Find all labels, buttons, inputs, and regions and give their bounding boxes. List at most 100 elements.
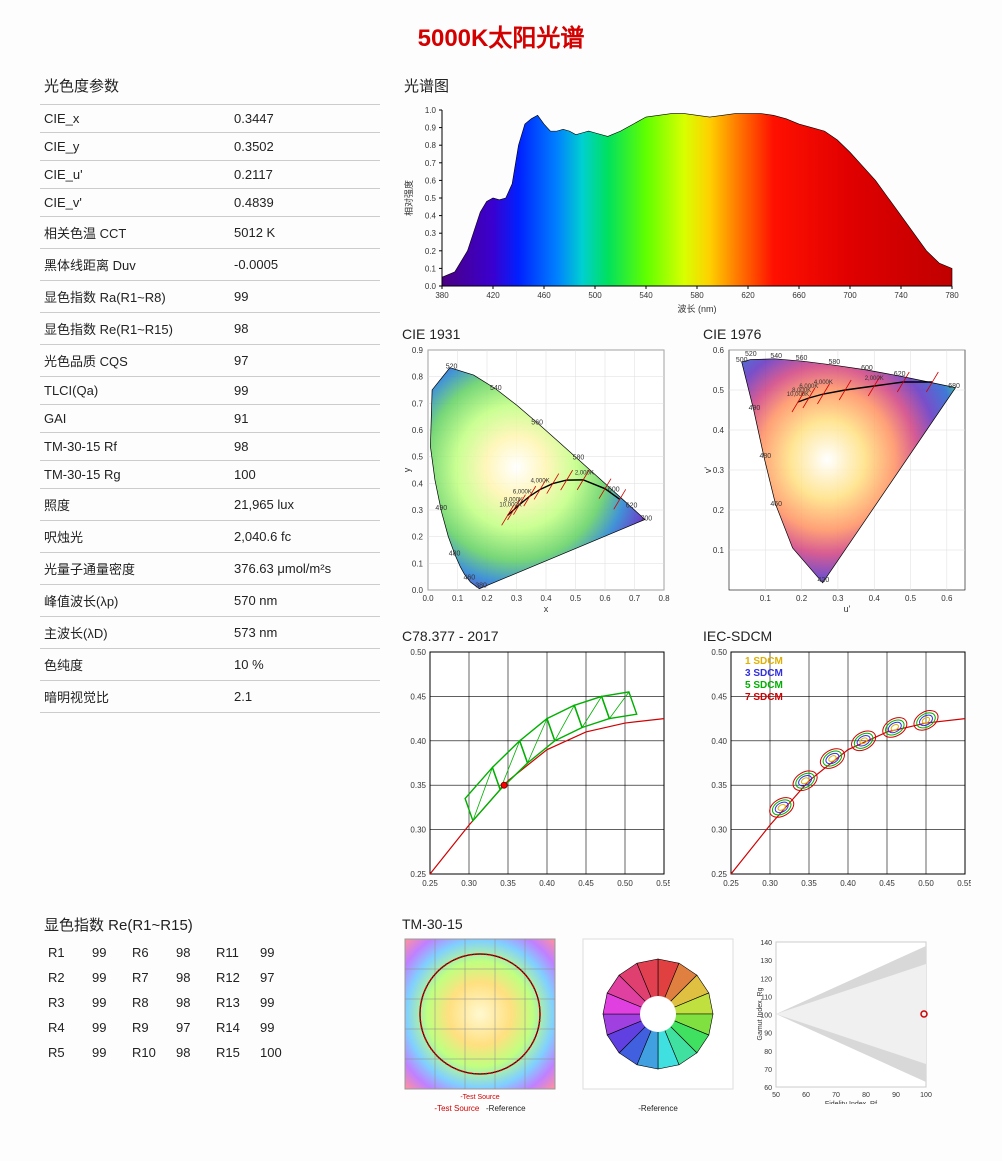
svg-text:490: 490 [749,405,761,412]
svg-text:10,000K: 10,000K [499,503,521,509]
svg-text:680: 680 [948,383,960,390]
svg-text:460: 460 [537,291,551,300]
re-cell: 97 [176,1020,212,1035]
iec-chart: 0.250.300.350.400.450.500.550.250.300.35… [701,646,982,896]
svg-text:0.0: 0.0 [412,586,424,595]
svg-text:600: 600 [861,365,873,372]
re-cell: 98 [176,970,212,985]
svg-text:700: 700 [843,291,857,300]
svg-text:0.4: 0.4 [425,212,437,221]
tm30-hue-chart: -Reference [578,934,738,1113]
svg-text:520: 520 [745,351,757,358]
spectrum-chart: 0.00.10.20.30.40.50.60.70.80.91.03804204… [400,104,982,314]
svg-text:0.50: 0.50 [617,879,633,888]
svg-text:0.40: 0.40 [840,879,856,888]
svg-text:0.1: 0.1 [425,264,437,273]
svg-text:0.5: 0.5 [425,194,437,203]
iec-title: IEC-SDCM [703,628,982,644]
svg-text:0.9: 0.9 [425,124,437,133]
re-cell: 100 [260,1045,300,1060]
re-cell: R11 [216,945,256,960]
table-row: TLCI(Qa)99 [40,377,380,405]
svg-text:100: 100 [920,1092,932,1099]
svg-text:740: 740 [894,291,908,300]
c78-title: C78.377 - 2017 [402,628,681,644]
svg-text:相对强度: 相对强度 [403,180,414,216]
svg-text:0.50: 0.50 [918,879,934,888]
svg-text:700: 700 [640,516,652,523]
re-cell: R3 [48,995,88,1010]
svg-text:0.55: 0.55 [656,879,670,888]
cie1976-title: CIE 1976 [703,326,982,342]
svg-text:Gamut Index, Rg: Gamut Index, Rg [757,987,764,1040]
table-row: 色纯度10 % [40,649,380,681]
svg-text:1.0: 1.0 [425,106,437,115]
svg-text:0.2: 0.2 [713,506,725,515]
svg-text:560: 560 [796,355,808,362]
svg-text:y: y [402,467,412,472]
tm30-title: TM-30-15 [402,916,992,932]
svg-text:6,000K: 6,000K [513,489,532,495]
svg-text:0.7: 0.7 [412,399,424,408]
cie1931-title: CIE 1931 [402,326,681,342]
svg-text:620: 620 [741,291,755,300]
svg-text:540: 540 [490,385,502,392]
re-cell: R9 [132,1020,172,1035]
svg-text:420: 420 [486,291,500,300]
svg-text:2,000K: 2,000K [575,471,594,477]
re-cell: R2 [48,970,88,985]
table-row: CIE_v'0.4839 [40,189,380,217]
svg-text:5 SDCM: 5 SDCM [745,680,783,691]
svg-text:380: 380 [475,582,487,589]
svg-text:540: 540 [770,353,782,360]
svg-text:0.7: 0.7 [425,159,437,168]
svg-text:0.5: 0.5 [412,453,424,462]
svg-text:0.30: 0.30 [410,826,426,835]
svg-text:80: 80 [862,1092,870,1099]
svg-text:0.35: 0.35 [500,879,516,888]
re-cell: R1 [48,945,88,960]
svg-text:-Test Source: -Test Source [460,1094,499,1101]
table-row: 呎烛光2,040.6 fc [40,521,380,553]
svg-text:0.6: 0.6 [599,594,611,603]
table-row: CIE_y0.3502 [40,133,380,161]
svg-text:0.25: 0.25 [723,879,739,888]
spectrum-title: 光谱图 [404,75,982,96]
re-cell: R12 [216,970,256,985]
re-cell: R10 [132,1045,172,1060]
svg-text:420: 420 [818,577,830,584]
svg-text:0.30: 0.30 [461,879,477,888]
re-cell: R14 [216,1020,256,1035]
svg-text:0.5: 0.5 [713,386,725,395]
svg-text:0.3: 0.3 [425,229,437,238]
re-cell: R15 [216,1045,256,1060]
table-row: 暗明视觉比2.1 [40,681,380,713]
svg-text:0.8: 0.8 [658,594,670,603]
re-cell: 98 [176,945,212,960]
re-grid: R199R698R1199R299R798R1297R399R898R1399R… [40,945,390,1060]
re-cell: 99 [92,1020,128,1035]
re-cell: 99 [92,970,128,985]
re-cell: R4 [48,1020,88,1035]
svg-text:660: 660 [792,291,806,300]
svg-text:0.25: 0.25 [422,879,438,888]
svg-text:0.1: 0.1 [713,546,725,555]
re-cell: 98 [176,995,212,1010]
svg-text:3 SDCM: 3 SDCM [745,668,783,679]
svg-text:540: 540 [639,291,653,300]
svg-text:0.45: 0.45 [410,692,426,701]
svg-text:480: 480 [449,550,461,557]
svg-text:70: 70 [764,1067,772,1074]
c78-chart: 0.250.300.350.400.450.500.550.250.300.35… [400,646,681,896]
svg-text:0.1: 0.1 [412,559,424,568]
svg-text:v': v' [703,467,713,474]
svg-text:0.4: 0.4 [869,594,881,603]
svg-text:460: 460 [463,574,475,581]
table-row: 相关色温 CCT5012 K [40,217,380,249]
svg-text:490: 490 [435,505,447,512]
svg-text:0.0: 0.0 [422,594,434,603]
svg-text:0.35: 0.35 [410,781,426,790]
re-cell: R6 [132,945,172,960]
svg-text:780: 780 [945,291,959,300]
svg-text:0.9: 0.9 [412,346,424,355]
